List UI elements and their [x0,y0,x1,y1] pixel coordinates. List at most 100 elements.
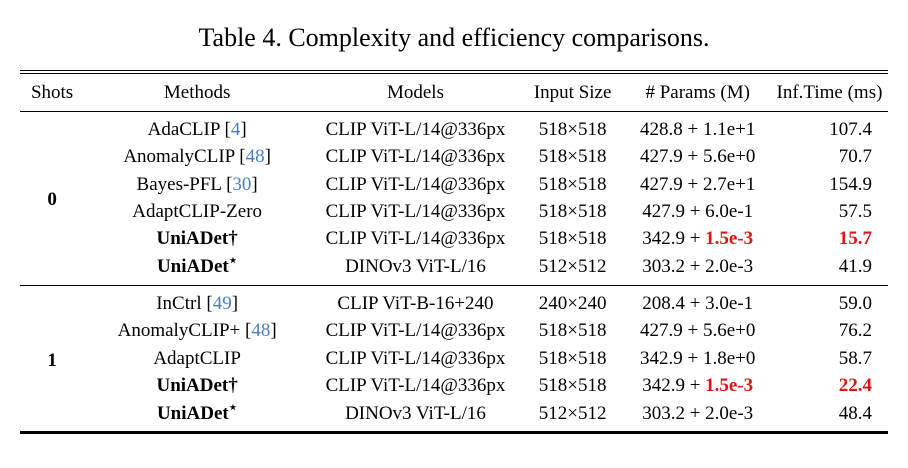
table-caption: Table 4. Complexity and efficiency compa… [198,23,710,52]
method-name-suffix: ] [264,146,271,168]
table-row: Bayes-PFL [30] CLIP ViT-L/14@336px 518×5… [20,171,888,198]
citation-link[interactable]: 30 [232,173,252,195]
model-cell: CLIP ViT-L/14@336px [325,146,506,168]
model-cell: DINOv3 ViT-L/16 [345,255,486,277]
params-value: 303.2 + 2.0e-3 [642,402,754,424]
params-cell: 303.2 + 2.0e-3 [624,400,770,433]
method-name-suffix: ] [231,292,239,314]
method-name: Bayes-PFL [ [136,173,233,195]
table-row: 0 AdaCLIP [4] CLIP ViT-L/14@336px 518×51… [20,111,888,211]
table-row: UniADet† CLIP ViT-L/14@336px 518×518 342… [20,372,888,399]
method-cell: UniADet⋆ [84,400,310,433]
model-cell: CLIP ViT-L/14@336px [325,228,506,250]
one-shot-group: 1 InCtrl [49] CLIP ViT-B-16+240 240×240 … [20,284,888,433]
method-cell: AnomalyCLIP+ [48] [84,317,310,344]
method-cell: AdaCLIP [4] [84,111,310,143]
method-name: AdaCLIP [ [147,118,231,140]
inf-time-cell: 58.7 [838,347,872,369]
params-cell: 342.9 + 1.5e-3 [624,226,770,253]
method-name: AnomalyCLIP [ [123,146,246,168]
table-header: Shots Methods Models Input Size # Params… [20,71,888,112]
column-header-shots: Shots [20,71,85,112]
inf-time-cell: 48.4 [838,402,872,424]
table-row: AdaptCLIP CLIP ViT-L/14@336px 518×518 34… [20,345,888,372]
method-name: UniADet† [156,375,238,397]
params-value: 427.9 + 5.6e+0 [640,146,756,168]
params-cell: 427.9 + 5.6e+0 [624,317,770,344]
params-value: 342.9 + 1.8e+0 [640,347,756,369]
inf-time-cell: 57.5 [838,201,872,223]
input-size-cell: 240×240 [520,284,625,318]
method-name-suffix: ] [270,320,277,342]
method-name-suffix: ] [251,173,258,195]
method-name: InCtrl [ [156,292,213,314]
method-name-suffix: ] [240,118,247,140]
column-header-methods: Methods [84,71,311,112]
table-row: UniADet⋆ DINOv3 ViT-L/16 512×512 303.2 +… [20,253,888,285]
inf-time-cell: 22.4 [838,375,872,397]
method-name: UniADet† [156,228,238,250]
params-value: 427.9 + 6.0e-1 [642,201,754,223]
model-cell: CLIP ViT-L/14@336px [325,320,506,342]
method-cell: Bayes-PFL [30] [84,171,310,198]
column-header-models: Models [310,71,521,112]
table-row: AnomalyCLIP [48] CLIP ViT-L/14@336px 518… [20,143,888,170]
model-cell: CLIP ViT-L/14@336px [325,173,506,195]
model-cell: CLIP ViT-L/14@336px [325,118,506,140]
input-size-cell: 518×518 [538,201,607,223]
input-size-cell: 518×518 [538,347,607,369]
method-cell: UniADet† [84,226,310,253]
method-cell: InCtrl [49] [84,284,311,318]
inf-time-cell: 59.0 [770,284,888,318]
method-name: AdaptCLIP [153,347,241,369]
params-cell: 428.8 + 1.1e+1 [624,111,770,143]
model-cell: CLIP ViT-B-16+240 [310,284,521,318]
table-row: UniADet⋆ DINOv3 ViT-L/16 512×512 303.2 +… [20,400,888,433]
citation-link[interactable]: 48 [245,146,265,168]
input-size-cell: 518×518 [538,375,607,397]
method-name: UniADet [156,255,229,277]
params-value: 303.2 + 2.0e-3 [642,255,754,277]
params-value: 342.9 + [642,228,706,250]
citation-link[interactable]: 4 [230,118,241,140]
input-size-cell: 518×518 [538,320,607,342]
params-value: 428.8 + 1.1e+1 [640,118,756,140]
input-size-cell: 518×518 [538,228,607,250]
params-cell: 427.9 + 2.7e+1 [624,171,770,198]
inf-time-cell: 76.2 [838,320,872,342]
inf-time-cell: 154.9 [829,173,872,195]
method-cell: AnomalyCLIP [48] [84,143,310,170]
shots-cell: 1 [20,284,85,433]
inf-time-cell: 107.4 [829,118,872,140]
input-size-cell: 518×518 [538,118,607,140]
method-superscript: ⋆ [228,252,238,268]
params-value: 427.9 + 2.7e+1 [640,173,756,195]
table-row: AdaptCLIP-Zero CLIP ViT-L/14@336px 518×5… [20,198,888,225]
input-size-cell: 518×518 [538,146,607,168]
params-cell: 427.9 + 6.0e-1 [624,198,770,225]
table-row: 1 InCtrl [49] CLIP ViT-B-16+240 240×240 … [20,284,888,433]
table-row: UniADet† CLIP ViT-L/14@336px 518×518 342… [20,226,888,253]
table-row: AnomalyCLIP+ [48] CLIP ViT-L/14@336px 51… [20,317,888,344]
citation-link[interactable]: 48 [251,320,271,342]
model-cell: CLIP ViT-L/14@336px [325,201,506,223]
inf-time-cell: 70.7 [838,146,872,168]
inf-time-cell: 41.9 [838,255,872,277]
method-cell: UniADet† [84,372,310,399]
method-name: AdaptCLIP-Zero [132,201,263,223]
shots-cell: 0 [47,189,57,211]
params-value: 342.9 + [642,375,706,397]
model-cell: DINOv3 ViT-L/16 [345,402,486,424]
params-value: 427.9 + 5.6e+0 [640,320,756,342]
input-size-cell: 512×512 [538,255,607,277]
method-name: UniADet [156,402,229,424]
column-header-params: # Params (M) [624,71,771,112]
model-cell: CLIP ViT-L/14@336px [325,347,506,369]
input-size-cell: 512×512 [538,402,607,424]
params-cell: 208.4 + 3.0e-1 [624,284,771,318]
params-cell: 427.9 + 5.6e+0 [624,143,770,170]
params-cell: 303.2 + 2.0e-3 [624,253,770,285]
citation-link[interactable]: 49 [212,292,232,314]
inf-time-cell: 15.7 [838,228,872,250]
